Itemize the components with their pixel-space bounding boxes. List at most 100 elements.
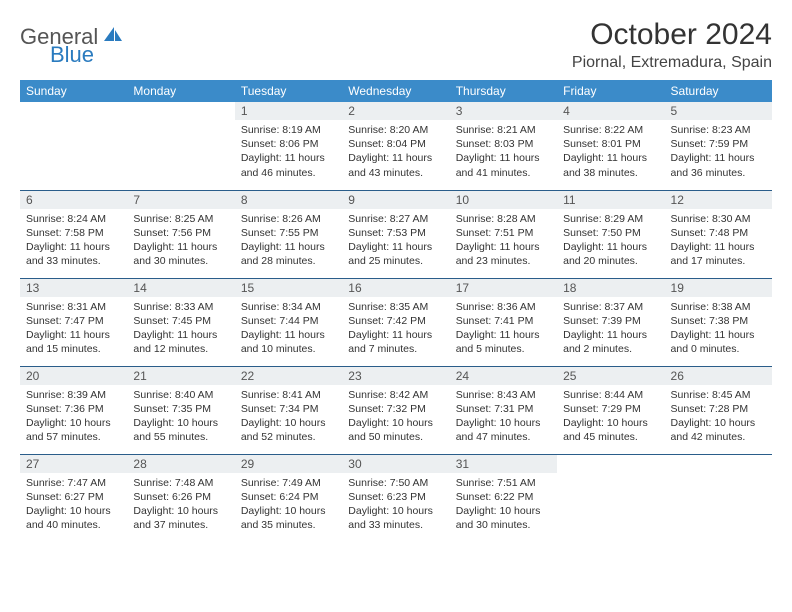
daylight-text: Daylight: 11 hours and 20 minutes. [563,240,658,268]
sunrise-text: Sunrise: 7:50 AM [348,476,443,490]
daylight-text: Daylight: 11 hours and 12 minutes. [133,328,228,356]
sunrise-text: Sunrise: 8:22 AM [563,123,658,137]
daylight-text: Daylight: 11 hours and 25 minutes. [348,240,443,268]
sunrise-text: Sunrise: 8:44 AM [563,388,658,402]
brand-name-2: Blue [50,42,94,68]
daylight-text: Daylight: 10 hours and 57 minutes. [26,416,121,444]
day-number: 16 [342,279,449,297]
day-details: Sunrise: 8:30 AMSunset: 7:48 PMDaylight:… [665,209,772,271]
page-title: October 2024 [572,18,772,52]
sunset-text: Sunset: 7:53 PM [348,226,443,240]
weekday-header: Wednesday [342,80,449,102]
daylight-text: Daylight: 10 hours and 33 minutes. [348,504,443,532]
day-details: Sunrise: 8:37 AMSunset: 7:39 PMDaylight:… [557,297,664,359]
calendar-table: Sunday Monday Tuesday Wednesday Thursday… [20,80,772,542]
sunset-text: Sunset: 7:28 PM [671,402,766,416]
day-number [127,102,234,120]
day-details: Sunrise: 8:44 AMSunset: 7:29 PMDaylight:… [557,385,664,447]
week-row: 6Sunrise: 8:24 AMSunset: 7:58 PMDaylight… [20,190,772,278]
day-number: 22 [235,367,342,385]
daylight-text: Daylight: 11 hours and 43 minutes. [348,151,443,179]
day-number: 18 [557,279,664,297]
sunset-text: Sunset: 7:45 PM [133,314,228,328]
day-number: 6 [20,191,127,209]
sunrise-text: Sunrise: 8:34 AM [241,300,336,314]
sunrise-text: Sunrise: 8:40 AM [133,388,228,402]
sunset-text: Sunset: 8:04 PM [348,137,443,151]
daylight-text: Daylight: 10 hours and 42 minutes. [671,416,766,444]
daylight-text: Daylight: 11 hours and 30 minutes. [133,240,228,268]
sunset-text: Sunset: 7:58 PM [26,226,121,240]
day-cell: 17Sunrise: 8:36 AMSunset: 7:41 PMDayligh… [450,278,557,366]
sunrise-text: Sunrise: 8:36 AM [456,300,551,314]
day-number [665,455,772,473]
daylight-text: Daylight: 10 hours and 37 minutes. [133,504,228,532]
day-cell: 10Sunrise: 8:28 AMSunset: 7:51 PMDayligh… [450,190,557,278]
weekday-header: Monday [127,80,234,102]
day-cell: 21Sunrise: 8:40 AMSunset: 7:35 PMDayligh… [127,366,234,454]
day-cell: 27Sunrise: 7:47 AMSunset: 6:27 PMDayligh… [20,454,127,542]
day-cell: 16Sunrise: 8:35 AMSunset: 7:42 PMDayligh… [342,278,449,366]
day-cell: 20Sunrise: 8:39 AMSunset: 7:36 PMDayligh… [20,366,127,454]
day-details: Sunrise: 8:19 AMSunset: 8:06 PMDaylight:… [235,120,342,182]
week-row: 1Sunrise: 8:19 AMSunset: 8:06 PMDaylight… [20,102,772,190]
day-cell: 30Sunrise: 7:50 AMSunset: 6:23 PMDayligh… [342,454,449,542]
day-cell: 15Sunrise: 8:34 AMSunset: 7:44 PMDayligh… [235,278,342,366]
daylight-text: Daylight: 11 hours and 38 minutes. [563,151,658,179]
day-details: Sunrise: 8:31 AMSunset: 7:47 PMDaylight:… [20,297,127,359]
day-details: Sunrise: 7:48 AMSunset: 6:26 PMDaylight:… [127,473,234,535]
day-details: Sunrise: 8:42 AMSunset: 7:32 PMDaylight:… [342,385,449,447]
day-cell: 9Sunrise: 8:27 AMSunset: 7:53 PMDaylight… [342,190,449,278]
sunset-text: Sunset: 7:50 PM [563,226,658,240]
day-number: 14 [127,279,234,297]
daylight-text: Daylight: 11 hours and 28 minutes. [241,240,336,268]
day-cell: 2Sunrise: 8:20 AMSunset: 8:04 PMDaylight… [342,102,449,190]
sunset-text: Sunset: 7:48 PM [671,226,766,240]
day-details: Sunrise: 8:20 AMSunset: 8:04 PMDaylight:… [342,120,449,182]
day-details: Sunrise: 8:33 AMSunset: 7:45 PMDaylight:… [127,297,234,359]
day-cell: 12Sunrise: 8:30 AMSunset: 7:48 PMDayligh… [665,190,772,278]
sunset-text: Sunset: 6:23 PM [348,490,443,504]
sunrise-text: Sunrise: 8:37 AM [563,300,658,314]
daylight-text: Daylight: 10 hours and 30 minutes. [456,504,551,532]
day-number [20,102,127,120]
sunset-text: Sunset: 7:39 PM [563,314,658,328]
day-number: 4 [557,102,664,120]
day-number: 24 [450,367,557,385]
sunset-text: Sunset: 7:31 PM [456,402,551,416]
daylight-text: Daylight: 11 hours and 5 minutes. [456,328,551,356]
day-cell: 14Sunrise: 8:33 AMSunset: 7:45 PMDayligh… [127,278,234,366]
weekday-header: Thursday [450,80,557,102]
sunset-text: Sunset: 7:32 PM [348,402,443,416]
sunrise-text: Sunrise: 8:43 AM [456,388,551,402]
day-cell: 8Sunrise: 8:26 AMSunset: 7:55 PMDaylight… [235,190,342,278]
day-details: Sunrise: 8:35 AMSunset: 7:42 PMDaylight:… [342,297,449,359]
brand-sail-icon [102,25,124,50]
day-number: 2 [342,102,449,120]
day-number: 15 [235,279,342,297]
day-cell: 31Sunrise: 7:51 AMSunset: 6:22 PMDayligh… [450,454,557,542]
sunset-text: Sunset: 6:27 PM [26,490,121,504]
sunset-text: Sunset: 8:06 PM [241,137,336,151]
sunrise-text: Sunrise: 8:29 AM [563,212,658,226]
sunset-text: Sunset: 7:36 PM [26,402,121,416]
daylight-text: Daylight: 10 hours and 35 minutes. [241,504,336,532]
day-number: 12 [665,191,772,209]
sunset-text: Sunset: 7:59 PM [671,137,766,151]
sunrise-text: Sunrise: 8:25 AM [133,212,228,226]
sunrise-text: Sunrise: 7:51 AM [456,476,551,490]
sunrise-text: Sunrise: 8:21 AM [456,123,551,137]
sunset-text: Sunset: 7:44 PM [241,314,336,328]
day-details: Sunrise: 8:25 AMSunset: 7:56 PMDaylight:… [127,209,234,271]
day-cell: 25Sunrise: 8:44 AMSunset: 7:29 PMDayligh… [557,366,664,454]
day-cell: 4Sunrise: 8:22 AMSunset: 8:01 PMDaylight… [557,102,664,190]
day-details: Sunrise: 8:24 AMSunset: 7:58 PMDaylight:… [20,209,127,271]
day-details: Sunrise: 8:40 AMSunset: 7:35 PMDaylight:… [127,385,234,447]
day-details: Sunrise: 8:43 AMSunset: 7:31 PMDaylight:… [450,385,557,447]
day-number: 3 [450,102,557,120]
day-details: Sunrise: 8:38 AMSunset: 7:38 PMDaylight:… [665,297,772,359]
day-cell: 5Sunrise: 8:23 AMSunset: 7:59 PMDaylight… [665,102,772,190]
day-number: 11 [557,191,664,209]
day-number: 10 [450,191,557,209]
sunrise-text: Sunrise: 8:38 AM [671,300,766,314]
